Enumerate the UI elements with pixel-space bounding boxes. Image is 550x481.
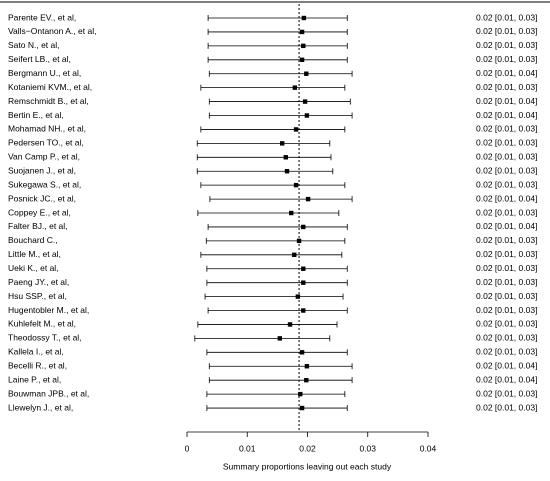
study-label: Seifert LB., et al, bbox=[8, 54, 71, 64]
point-estimate bbox=[277, 336, 282, 341]
point-estimate bbox=[296, 238, 302, 244]
point-estimate bbox=[304, 377, 309, 383]
ci-label: 0.02 [0.01, 0.03] bbox=[476, 152, 537, 162]
study-label: Sukegawa S., et al, bbox=[8, 179, 81, 189]
study-label: Theodossy T., et al, bbox=[8, 333, 82, 343]
study-label: Remschmidt B., et al, bbox=[8, 96, 89, 106]
study-label: Pedersen TO., et al, bbox=[8, 138, 84, 148]
study-label: Bouwman JPB., et al, bbox=[8, 388, 89, 398]
ci-label: 0.02 [0.01, 0.03] bbox=[476, 179, 537, 189]
point-estimate bbox=[289, 210, 294, 216]
ci-label: 0.02 [0.01, 0.04] bbox=[476, 221, 537, 231]
point-estimate bbox=[301, 308, 306, 313]
ci-label: 0.02 [0.01, 0.03] bbox=[476, 138, 537, 148]
point-estimate bbox=[293, 127, 299, 132]
ci-label: 0.02 [0.01, 0.04] bbox=[476, 110, 537, 120]
x-tick-label: 0.04 bbox=[420, 443, 437, 453]
ci-label: 0.02 [0.01, 0.03] bbox=[476, 333, 537, 343]
ci-label: 0.02 [0.01, 0.03] bbox=[476, 165, 537, 175]
point-estimate bbox=[284, 169, 290, 174]
ci-label: 0.02 [0.01, 0.03] bbox=[476, 235, 537, 245]
ci-label: 0.02 [0.01, 0.03] bbox=[476, 82, 537, 92]
study-label: Parente EV., et al, bbox=[8, 12, 76, 22]
ci-label: 0.02 [0.01, 0.04] bbox=[476, 361, 537, 371]
study-label: Falter BJ., et al, bbox=[8, 221, 68, 231]
ci-label: 0.02 [0.01, 0.03] bbox=[476, 402, 537, 412]
study-label: Posnick JC., et al, bbox=[8, 193, 76, 203]
x-axis-label: Summary proportions leaving out each stu… bbox=[223, 461, 392, 471]
study-label: Little M., et al, bbox=[8, 249, 61, 259]
ci-label: 0.02 [0.01, 0.04] bbox=[476, 193, 537, 203]
point-estimate bbox=[305, 196, 311, 202]
ci-label: 0.02 [0.01, 0.03] bbox=[476, 40, 537, 50]
ci-label: 0.02 [0.01, 0.03] bbox=[476, 388, 537, 398]
study-label: Llewelyn J., et al, bbox=[8, 402, 73, 412]
point-estimate bbox=[279, 141, 285, 146]
point-estimate bbox=[304, 71, 309, 76]
point-estimate bbox=[292, 85, 298, 90]
study-label: Becelli R., et al, bbox=[8, 361, 67, 371]
study-label: Kotaniemi KVM., et al, bbox=[8, 82, 92, 92]
point-estimate bbox=[302, 99, 308, 104]
study-label: Ueki K., et al, bbox=[8, 263, 59, 273]
ci-label: 0.02 [0.01, 0.03] bbox=[476, 124, 537, 134]
x-tick-label: 0.01 bbox=[239, 443, 256, 453]
ci-label: 0.02 [0.01, 0.03] bbox=[476, 305, 537, 315]
study-label: Laine P., et al, bbox=[8, 374, 61, 384]
point-estimate bbox=[301, 280, 306, 285]
point-estimate bbox=[301, 15, 307, 21]
ci-label: 0.02 [0.01, 0.03] bbox=[476, 12, 537, 22]
point-estimate bbox=[301, 43, 306, 49]
study-label: Paeng JY., et al, bbox=[8, 277, 69, 287]
study-label: Coppey E., et al, bbox=[8, 207, 71, 217]
point-estimate bbox=[292, 252, 297, 258]
x-tick-label: 0.02 bbox=[299, 443, 316, 453]
x-tick-label: 0 bbox=[185, 443, 190, 453]
ci-label: 0.02 [0.01, 0.03] bbox=[476, 249, 537, 259]
ci-label: 0.02 [0.01, 0.03] bbox=[476, 263, 537, 273]
ci-label: 0.02 [0.01, 0.04] bbox=[476, 374, 537, 384]
point-estimate bbox=[304, 364, 310, 369]
point-estimate bbox=[301, 224, 306, 230]
point-estimate bbox=[283, 155, 289, 160]
point-estimate bbox=[301, 266, 306, 271]
study-label: Bouchard C., bbox=[8, 235, 58, 245]
study-label: Hsu SSP., et al, bbox=[8, 291, 67, 301]
point-estimate bbox=[304, 113, 310, 118]
study-label: Valls−Ontanon A., et al, bbox=[8, 26, 96, 36]
study-label: Suojanen J., et al, bbox=[8, 165, 76, 175]
point-estimate bbox=[299, 29, 305, 35]
study-label: Kallela I., et al, bbox=[8, 347, 64, 357]
ci-label: 0.02 [0.01, 0.03] bbox=[476, 26, 537, 36]
ci-label: 0.02 [0.01, 0.03] bbox=[476, 291, 537, 301]
point-estimate bbox=[299, 405, 305, 411]
point-estimate bbox=[293, 182, 299, 188]
study-label: Kuhlefelt M., et al, bbox=[8, 319, 76, 329]
point-estimate bbox=[287, 322, 293, 327]
ci-label: 0.02 [0.01, 0.04] bbox=[476, 68, 537, 78]
ci-label: 0.02 [0.01, 0.04] bbox=[476, 96, 537, 106]
study-label: Mohamad NH., et al, bbox=[8, 124, 86, 134]
ci-label: 0.02 [0.01, 0.03] bbox=[476, 54, 537, 64]
x-tick-label: 0.03 bbox=[359, 443, 376, 453]
point-estimate bbox=[295, 294, 301, 299]
point-estimate bbox=[299, 350, 305, 355]
ci-label: 0.02 [0.01, 0.03] bbox=[476, 207, 537, 217]
study-label: Van Camp P., et al, bbox=[8, 152, 80, 162]
ci-label: 0.02 [0.01, 0.03] bbox=[476, 347, 537, 357]
ci-label: 0.02 [0.01, 0.03] bbox=[476, 319, 537, 329]
study-label: Sato N., et al, bbox=[8, 40, 60, 50]
point-estimate bbox=[298, 391, 303, 397]
study-label: Hugentobler M., et al, bbox=[8, 305, 89, 315]
point-estimate bbox=[299, 57, 305, 62]
ci-label: 0.02 [0.01, 0.03] bbox=[476, 277, 537, 287]
study-label: Bertin E., et al, bbox=[8, 110, 64, 120]
study-label: Bergmann U., et al, bbox=[8, 68, 81, 78]
